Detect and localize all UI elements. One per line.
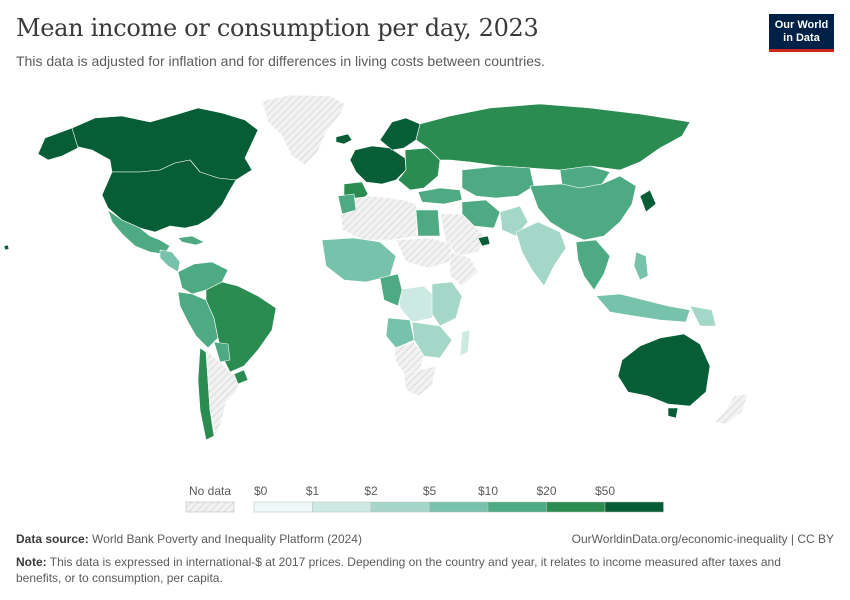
- country-peru-bolivia[interactable]: [177, 291, 219, 349]
- legend-swatch[interactable]: [312, 501, 372, 513]
- country-scandinavia[interactable]: [379, 117, 421, 151]
- chart-subtitle: This data is adjusted for inflation and …: [16, 53, 545, 69]
- data-source: Data source: World Bank Poverty and Ineq…: [16, 532, 362, 546]
- legend-swatch[interactable]: [370, 501, 430, 513]
- legend-bin-label: $0: [254, 484, 268, 498]
- country-brazil[interactable]: [205, 281, 277, 373]
- legend-swatch[interactable]: [546, 501, 606, 513]
- country-congo[interactable]: [379, 273, 403, 307]
- data-source-text[interactable]: World Bank Poverty and Inequality Platfo…: [92, 532, 362, 546]
- country-philippines[interactable]: [633, 251, 649, 281]
- country-uruguay[interactable]: [233, 369, 249, 385]
- legend-bin-label: $20: [536, 484, 556, 498]
- country-mexico[interactable]: [107, 209, 171, 255]
- logo-line-1: Our World: [774, 19, 829, 31]
- logo-line-2: in Data: [783, 32, 820, 44]
- note-label: Note:: [16, 555, 47, 569]
- country-canada[interactable]: [49, 107, 259, 181]
- country-western-europe[interactable]: [349, 145, 407, 185]
- country-argentina[interactable]: [205, 349, 241, 437]
- country-angola[interactable]: [385, 317, 415, 349]
- country-paraguay[interactable]: [213, 341, 231, 363]
- country-greenland[interactable]: [261, 94, 346, 166]
- legend-no-data-swatch[interactable]: [185, 501, 235, 513]
- country-morocco[interactable]: [337, 193, 357, 215]
- owid-logo-icon[interactable]: Our World in Data: [769, 14, 834, 52]
- country-south-africa[interactable]: [403, 365, 437, 397]
- legend-bin-label: $50: [595, 484, 615, 498]
- legend-swatch[interactable]: [253, 501, 313, 513]
- legend-bin-label: $10: [478, 484, 498, 498]
- legend-bin-label: $5: [423, 484, 437, 498]
- legend-swatch[interactable]: [429, 501, 489, 513]
- country-india[interactable]: [515, 221, 567, 287]
- legend-bin-label: $2: [364, 484, 378, 498]
- country-usa-alaska[interactable]: [37, 127, 79, 161]
- country-central-asia[interactable]: [461, 165, 535, 199]
- legend-swatch[interactable]: [604, 501, 664, 513]
- country-png[interactable]: [689, 305, 717, 327]
- country-hawaii[interactable]: [3, 244, 10, 251]
- country-china[interactable]: [529, 175, 637, 241]
- credit-link[interactable]: OurWorldinData.org/economic-inequality |…: [571, 532, 834, 546]
- data-source-label: Data source:: [16, 532, 89, 546]
- country-sahel[interactable]: [395, 237, 453, 269]
- world-map[interactable]: No data $0 $1 $2 $5 $10 $20 $50: [0, 80, 850, 520]
- legend-swatch[interactable]: [487, 501, 547, 513]
- country-korea-japan[interactable]: [639, 189, 657, 213]
- note: Note: This data is expressed in internat…: [16, 554, 816, 586]
- country-central-america[interactable]: [159, 249, 181, 273]
- legend-bin-label: $1: [306, 484, 320, 498]
- country-australia[interactable]: [617, 333, 711, 407]
- note-text: This data is expressed in international-…: [16, 555, 781, 585]
- country-egypt[interactable]: [415, 209, 441, 237]
- country-east-africa[interactable]: [431, 281, 463, 327]
- country-west-africa[interactable]: [321, 237, 397, 283]
- country-iceland[interactable]: [335, 133, 353, 145]
- country-horn-of-africa[interactable]: [449, 251, 479, 287]
- country-southeast-asia[interactable]: [575, 239, 611, 291]
- country-caribbean[interactable]: [177, 235, 205, 246]
- country-madagascar[interactable]: [459, 329, 471, 357]
- country-tasmania[interactable]: [667, 407, 679, 419]
- map-legend: No data $0 $1 $2 $5 $10 $20 $50: [185, 484, 664, 513]
- country-north-africa[interactable]: [339, 195, 419, 241]
- country-turkey[interactable]: [417, 187, 463, 205]
- countries-group: [3, 94, 749, 441]
- country-indonesia[interactable]: [595, 293, 691, 323]
- country-russia[interactable]: [415, 103, 691, 171]
- country-central-africa[interactable]: [397, 285, 437, 323]
- country-uae[interactable]: [477, 235, 491, 247]
- country-new-zealand[interactable]: [713, 393, 749, 425]
- chart-title: Mean income or consumption per day, 2023: [16, 14, 539, 42]
- legend-no-data-label: No data: [189, 484, 231, 498]
- legend-arrow: [654, 502, 662, 512]
- country-zambia-mozambique[interactable]: [411, 321, 453, 359]
- legend-bins: $0 $1 $2 $5 $10 $20 $50: [253, 484, 664, 513]
